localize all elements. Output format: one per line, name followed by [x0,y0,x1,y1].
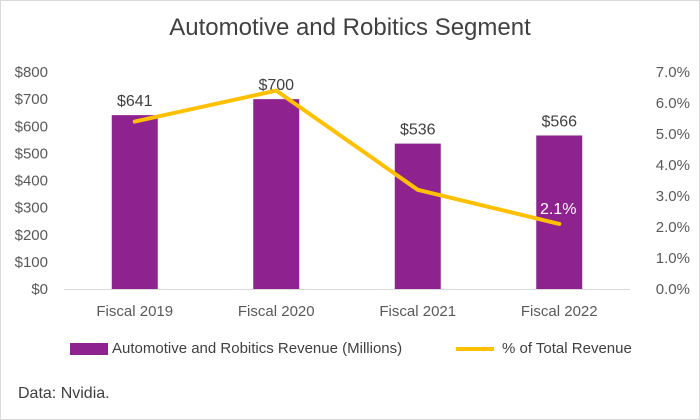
y-right-tick-label: 6.0% [656,95,690,112]
percent-line [132,88,562,226]
bar-data-label: $641 [117,93,153,110]
bar-data-label: $700 [258,77,294,94]
y-right-tick-label: 3.0% [656,188,690,205]
y-left-tick-label: $200 [15,227,48,244]
y-left-tick-label: $500 [15,145,48,162]
y-left-tick-label: $100 [15,254,48,271]
y-left-tick-label: $300 [15,200,48,217]
y-right-tick-label: 2.0% [656,219,690,236]
chart-plot-area: $800 $700 $600 $500 $400 $300 $200 $100 $0 7.0% 6.… [15,64,690,320]
legend-swatch-bar [70,342,108,355]
legend-item-percent: % of Total Revenue [456,340,632,357]
bar [253,99,300,289]
bar-data-label: $566 [541,113,577,130]
y-right-tick-label: 4.0% [656,157,690,174]
y-left-tick-label: $400 [15,173,48,190]
x-tick-label: Fiscal 2021 [379,303,456,320]
x-tick-label: Fiscal 2022 [521,303,598,320]
y-left-tick-label: $800 [15,64,48,81]
bar [394,143,441,289]
legend-item-revenue: Automotive and Robitics Revenue (Million… [70,340,402,357]
legend-label-revenue: Automotive and Robitics Revenue (Million… [112,340,403,357]
y-left-tick-label: $0 [31,281,48,298]
y-left-tick-label: $700 [15,91,48,108]
bar-data-label: $536 [400,122,436,139]
legend: Automotive and Robitics Revenue (Million… [0,340,700,366]
source-note: Data: Nvidia. [18,385,110,402]
chart-title: Automotive and Robitics Segment [169,14,531,41]
x-tick-label: Fiscal 2019 [96,303,173,320]
legend-label-percent: % of Total Revenue [502,340,632,357]
line-data-label: 2.1% [540,201,576,218]
y-right-tick-label: 7.0% [656,64,690,81]
y-right-tick-label: 5.0% [656,126,690,143]
y-right-tick-label: 0.0% [656,281,690,298]
bar [536,135,583,289]
legend-swatch-line [456,346,494,351]
x-tick-label: Fiscal 2020 [238,303,315,320]
y-right-tick-label: 1.0% [656,250,690,267]
bar [111,115,158,289]
y-left-tick-label: $600 [15,118,48,135]
